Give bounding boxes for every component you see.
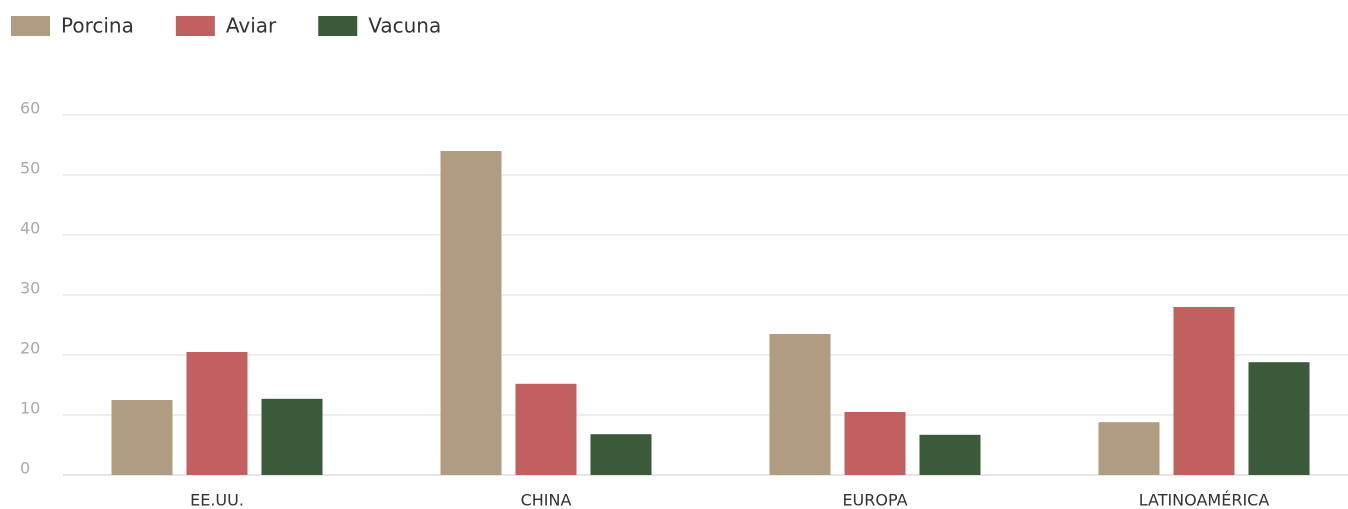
y-tick-label: 50 [20,159,40,178]
bar [186,352,248,475]
bar [1248,362,1310,475]
legend-swatch [175,16,215,36]
bar [261,398,323,475]
bar [515,383,577,475]
x-tick-label: EE.UU. [190,491,244,509]
x-tick-label: CHINA [521,491,572,509]
bar [590,434,652,475]
bar [919,434,981,475]
y-tick-label: 30 [20,279,40,298]
y-tick-label: 60 [20,99,40,118]
y-tick-label: 0 [20,459,30,478]
y-tick-label: 40 [20,219,40,238]
x-tick-label: EUROPA [842,491,907,509]
legend-label: Porcina [61,14,134,38]
bar [111,400,173,475]
bar [769,334,831,475]
bar [440,151,502,475]
bar [1173,307,1235,475]
legend-label: Vacuna [368,14,441,38]
legend-label: Aviar [226,14,277,38]
y-tick-label: 10 [20,399,40,418]
y-tick-label: 20 [20,339,40,358]
bar [844,412,906,475]
bar [1098,422,1160,475]
x-tick-label: LATINOAMÉRICA [1139,491,1270,509]
legend-swatch [11,16,50,36]
legend-swatch [318,16,358,36]
